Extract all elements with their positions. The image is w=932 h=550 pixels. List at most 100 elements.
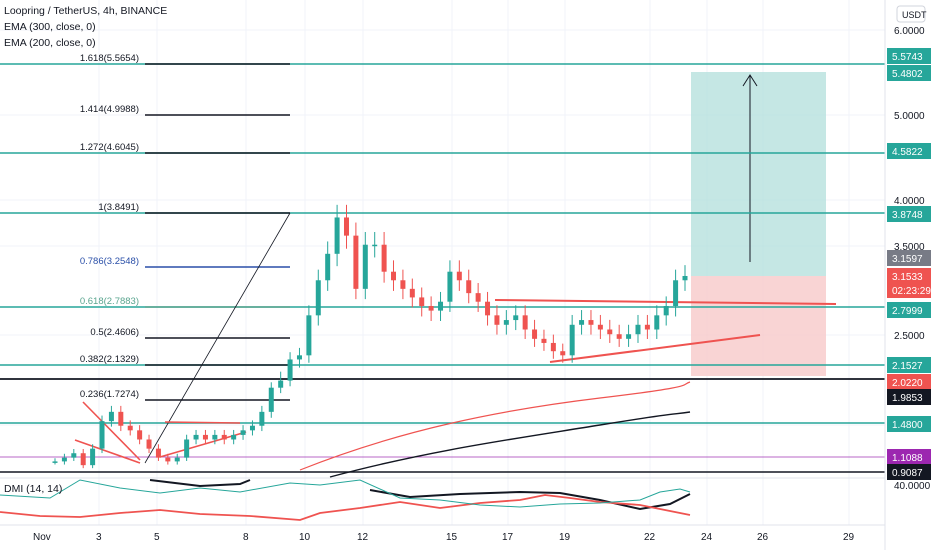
ema300-legend[interactable]: EMA (300, close, 0) [4, 21, 96, 33]
price-label-box [887, 374, 931, 390]
currency-badge[interactable]: USDT [902, 10, 927, 20]
price-label: 1.9853 [892, 393, 923, 404]
candle-body[interactable] [588, 320, 594, 325]
candle-body[interactable] [597, 324, 603, 330]
candle-body[interactable] [99, 421, 105, 449]
candle-body[interactable] [550, 342, 556, 352]
symbol-title[interactable]: Loopring / TetherUS, 4h, BINANCE [4, 5, 168, 17]
fib-retracement[interactable]: 1.618(5.5654) 1.414(4.9988) 1.272(4.6045) 1… [80, 53, 290, 401]
candle-body[interactable] [174, 457, 180, 462]
candle-body[interactable] [212, 434, 218, 440]
candle-body[interactable] [259, 411, 265, 426]
candle-body[interactable] [221, 434, 227, 440]
candle-body[interactable] [165, 457, 171, 462]
candle-body[interactable] [90, 448, 96, 466]
candle-body[interactable] [475, 293, 481, 302]
candle-body[interactable] [485, 301, 491, 316]
candle-body[interactable] [644, 324, 650, 330]
candle-body[interactable] [268, 387, 274, 412]
candle-body[interactable] [362, 244, 368, 289]
candle-body[interactable] [428, 305, 434, 311]
candle-body[interactable] [579, 320, 585, 325]
candle-body[interactable] [626, 334, 632, 339]
time-axis[interactable]: Nov 3 5 8 10 12 15 17 19 22 24 26 29 [33, 532, 855, 543]
candle-body[interactable] [52, 461, 58, 463]
price-axis[interactable]: 6.0000 5.0000 4.0000 3.5000 2.5000 40.00… [894, 26, 931, 492]
candle-body[interactable] [447, 271, 453, 302]
candle-body[interactable] [278, 380, 284, 388]
candle-body[interactable] [616, 334, 622, 339]
candle-body[interactable] [400, 280, 406, 289]
candle-body[interactable] [137, 430, 143, 440]
ema300-line[interactable] [329, 411, 691, 478]
candle-body[interactable] [61, 457, 67, 462]
candle-body[interactable] [635, 324, 641, 335]
candle-body[interactable] [673, 280, 679, 306]
candle-body[interactable] [654, 315, 660, 330]
price-label-box [887, 143, 931, 159]
candle-body[interactable] [240, 430, 246, 435]
candle-body[interactable] [184, 439, 190, 458]
support-trendline[interactable] [549, 334, 761, 363]
resistance-trendline[interactable] [494, 299, 837, 305]
price-label-box [887, 357, 931, 373]
candle-body[interactable] [71, 453, 77, 458]
candle-body[interactable] [532, 329, 538, 339]
candle-body[interactable] [391, 271, 397, 281]
dmi-legend[interactable]: DMI (14, 14) [4, 483, 63, 495]
candle-body[interactable] [315, 280, 321, 316]
candle-body[interactable] [334, 217, 340, 254]
candle-body[interactable] [560, 351, 566, 356]
candle-body[interactable] [522, 315, 528, 330]
candle-body[interactable] [325, 253, 331, 281]
candle-body[interactable] [541, 338, 547, 343]
candle-body[interactable] [146, 439, 152, 449]
candle-body[interactable] [607, 329, 613, 335]
candle-body[interactable] [108, 411, 114, 422]
candle-body[interactable] [287, 359, 293, 381]
candles[interactable] [52, 204, 688, 469]
wedge-lower[interactable] [74, 439, 141, 464]
candle-body[interactable] [419, 297, 425, 306]
ema200-line[interactable] [299, 381, 691, 471]
candle-body[interactable] [127, 425, 133, 431]
candle-body[interactable] [353, 235, 359, 289]
candle-body[interactable] [306, 315, 312, 356]
currency-badge-box[interactable] [896, 5, 926, 23]
candle-body[interactable] [466, 280, 472, 294]
ema200-legend[interactable]: EMA (200, close, 0) [4, 37, 96, 49]
wedge-upper[interactable] [82, 401, 141, 461]
candle-body[interactable] [494, 315, 500, 325]
candle-body[interactable] [193, 434, 199, 440]
candle-body[interactable] [409, 288, 415, 298]
price-label: 2.1527 [892, 361, 923, 372]
target-zone[interactable] [691, 72, 826, 276]
flag-upper[interactable] [164, 421, 241, 424]
fib-label-1: 1(3.8491) [98, 202, 139, 213]
candle-body[interactable] [438, 301, 444, 311]
candle-body[interactable] [682, 275, 688, 281]
candle-body[interactable] [231, 434, 237, 440]
candle-body[interactable] [155, 448, 161, 458]
x-tick-8: 8 [243, 532, 249, 543]
candle-body[interactable] [372, 244, 378, 247]
dmi-minus-line[interactable] [0, 494, 691, 521]
candle-body[interactable] [503, 320, 509, 325]
candle-body[interactable] [569, 324, 575, 356]
dmi-plus-line[interactable] [0, 479, 691, 508]
stop-zone[interactable] [691, 276, 826, 376]
candle-body[interactable] [513, 315, 519, 321]
candle-body[interactable] [249, 425, 255, 431]
candle-body[interactable] [663, 305, 669, 316]
candle-body[interactable] [202, 434, 208, 440]
price-label: 3.1597 [892, 254, 923, 265]
candle-body[interactable] [118, 411, 124, 426]
candle-body[interactable] [381, 244, 387, 272]
dmi-adx-line[interactable] [149, 479, 691, 511]
candle-body[interactable] [80, 453, 86, 466]
price-labels[interactable]: 5.5743 5.4802 4.5822 3.8748 3.1597 3.1533 02:2… [887, 48, 931, 480]
candle-body[interactable] [456, 271, 462, 281]
candle-body[interactable] [343, 217, 349, 236]
candle-body[interactable] [296, 355, 302, 360]
